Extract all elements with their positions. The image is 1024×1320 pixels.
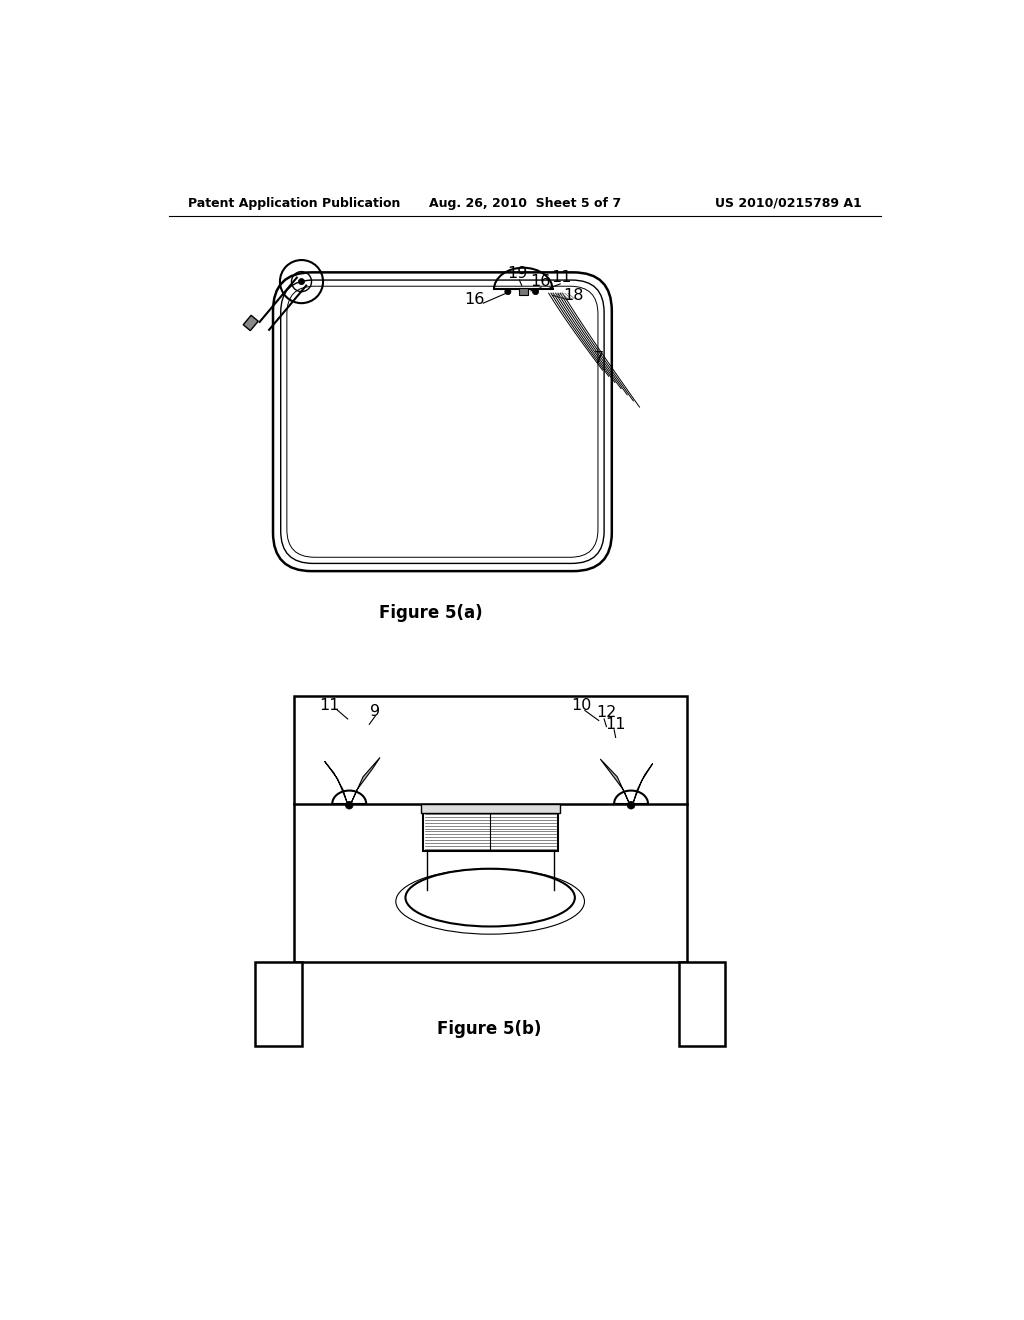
- Text: 19: 19: [507, 267, 527, 281]
- Text: 10: 10: [570, 697, 591, 713]
- Bar: [244, 315, 258, 330]
- Polygon shape: [325, 762, 347, 803]
- Polygon shape: [634, 763, 652, 803]
- Polygon shape: [600, 759, 629, 803]
- Text: Figure 5(a): Figure 5(a): [379, 603, 482, 622]
- Text: Aug. 26, 2010  Sheet 5 of 7: Aug. 26, 2010 Sheet 5 of 7: [429, 197, 621, 210]
- Text: 12: 12: [596, 705, 616, 721]
- Text: 11: 11: [318, 697, 340, 713]
- Text: 11: 11: [552, 271, 572, 285]
- FancyBboxPatch shape: [287, 286, 598, 557]
- Circle shape: [298, 279, 304, 285]
- Bar: [421, 804, 560, 813]
- Text: 7: 7: [594, 351, 604, 366]
- FancyBboxPatch shape: [273, 272, 611, 572]
- Text: 16: 16: [464, 292, 484, 306]
- Circle shape: [505, 289, 511, 294]
- Bar: [423, 812, 558, 851]
- Text: 18: 18: [563, 288, 584, 304]
- Bar: [679, 961, 725, 1047]
- Bar: [294, 696, 686, 961]
- Text: Patent Application Publication: Patent Application Publication: [188, 197, 400, 210]
- Circle shape: [532, 289, 539, 294]
- Text: 9: 9: [371, 704, 381, 719]
- Text: 11: 11: [605, 717, 626, 731]
- Polygon shape: [351, 758, 380, 803]
- Text: US 2010/0215789 A1: US 2010/0215789 A1: [716, 197, 862, 210]
- Text: 16: 16: [530, 275, 550, 289]
- Circle shape: [345, 801, 353, 809]
- Text: Figure 5(b): Figure 5(b): [437, 1019, 542, 1038]
- Circle shape: [628, 801, 635, 809]
- Bar: [255, 961, 301, 1047]
- FancyBboxPatch shape: [281, 280, 604, 564]
- Bar: [518, 288, 528, 294]
